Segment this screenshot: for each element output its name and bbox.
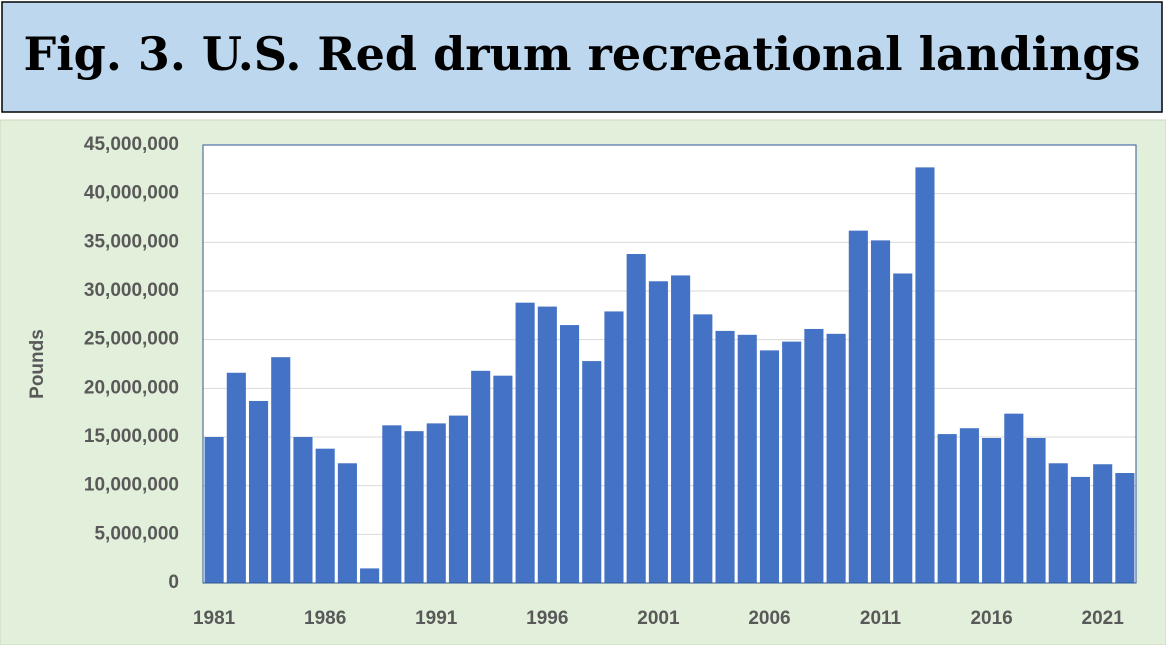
bar <box>337 463 357 583</box>
plot-area <box>203 145 1136 583</box>
bar <box>1026 437 1046 583</box>
bar <box>937 434 957 583</box>
bar <box>959 428 979 583</box>
x-tick-label: 2016 <box>970 608 1012 629</box>
x-tick-label: 2006 <box>748 608 790 629</box>
bar <box>582 361 602 583</box>
plot-border <box>202 144 1137 584</box>
bar <box>448 415 469 583</box>
y-tick-label: 20,000,000 <box>84 377 179 398</box>
bar <box>870 240 891 584</box>
y-tick-label: 45,000,000 <box>84 134 179 155</box>
bar <box>982 437 1002 583</box>
bar <box>360 568 380 583</box>
y-tick-label: 40,000,000 <box>84 183 179 204</box>
x-tick-label: 2001 <box>637 608 680 629</box>
y-tick-label: 25,000,000 <box>84 329 179 350</box>
bar <box>915 167 935 584</box>
bar <box>204 437 224 583</box>
bar <box>604 311 624 583</box>
x-tick-label: 1991 <box>415 608 458 629</box>
bar <box>404 431 424 583</box>
bar <box>693 314 713 583</box>
bar <box>382 425 402 583</box>
bar <box>671 275 691 583</box>
bar <box>626 254 646 583</box>
y-tick-label: 15,000,000 <box>84 426 179 447</box>
bar <box>1093 464 1113 583</box>
bar <box>804 328 824 583</box>
bar <box>471 370 491 583</box>
x-tick-label: 1981 <box>193 608 236 629</box>
x-tick-label: 1986 <box>304 608 346 629</box>
bar <box>1070 476 1091 583</box>
y-tick-label: 30,000,000 <box>84 280 179 301</box>
bar <box>315 448 335 583</box>
x-tick-label: 2021 <box>1082 608 1125 629</box>
bar <box>648 281 668 583</box>
y-axis-label: Pounds <box>27 329 48 399</box>
y-tick-label: 0 <box>168 572 179 593</box>
bar <box>715 330 735 583</box>
bar <box>559 325 580 583</box>
bar <box>848 230 868 584</box>
title-banner <box>1 1 1163 113</box>
bar <box>515 302 535 583</box>
y-tick-label: 5,000,000 <box>94 523 179 544</box>
x-tick-label: 2011 <box>860 608 902 629</box>
y-tick-label: 10,000,000 <box>84 475 179 496</box>
bar <box>248 400 269 583</box>
bar <box>826 333 846 583</box>
y-tick-label: 35,000,000 <box>84 231 179 252</box>
bar <box>893 273 913 583</box>
bar <box>226 372 246 583</box>
bar <box>271 357 291 583</box>
bar <box>1004 413 1024 583</box>
bar <box>759 350 780 583</box>
bar <box>737 334 757 583</box>
x-tick-label: 1996 <box>526 608 568 629</box>
bar <box>1115 473 1135 583</box>
bar <box>293 437 313 583</box>
bar <box>1048 463 1068 583</box>
bar <box>493 375 513 583</box>
chart-title: Fig. 3. U.S. Red drum recreational landi… <box>24 27 1141 81</box>
bar <box>537 306 557 583</box>
bar <box>782 341 802 583</box>
bar <box>426 423 446 583</box>
